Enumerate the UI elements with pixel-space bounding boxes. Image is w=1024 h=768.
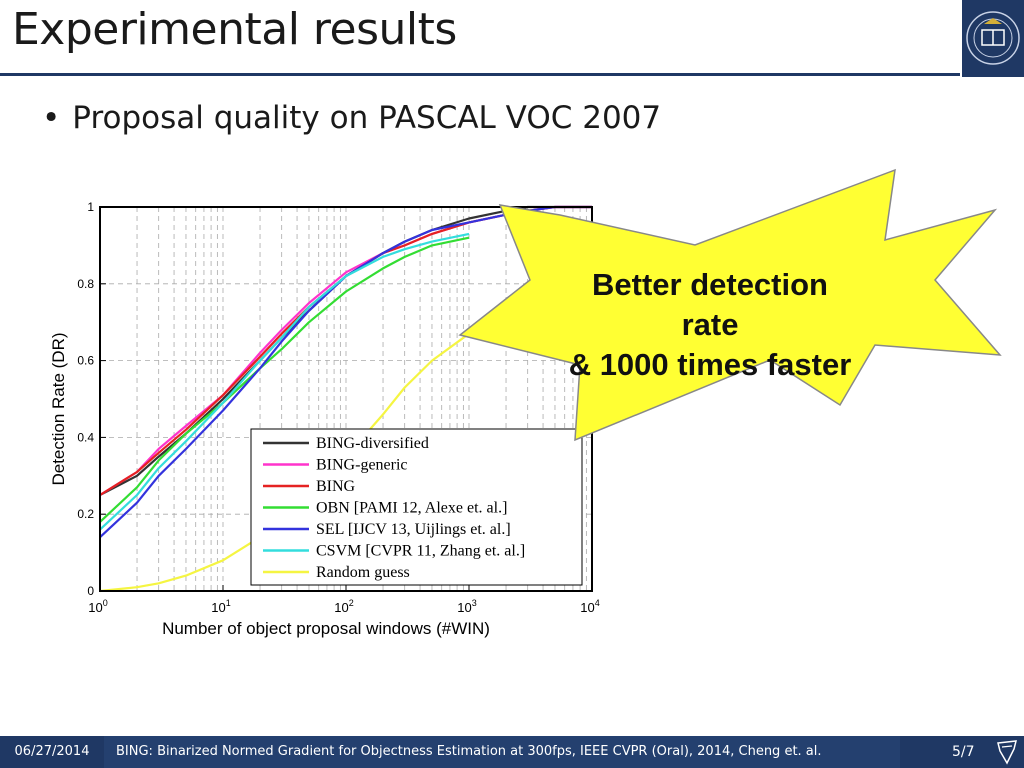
legend-label: BING-generic (316, 457, 408, 474)
bullet-text: Proposal quality on PASCAL VOC 2007 (72, 100, 662, 136)
legend-label: SEL [IJCV 13, Uijlings et. al.] (316, 521, 511, 538)
footer-page-section: 5/7 (900, 736, 1024, 768)
legend-label: CSVM [CVPR 11, Zhang et. al.] (316, 543, 525, 560)
callout-text: Better detection rate & 1000 times faste… (560, 265, 860, 385)
bullet-marker: • (42, 100, 61, 136)
y-tick-label: 0 (87, 584, 94, 598)
x-tick-label: 103 (457, 598, 476, 615)
legend-label: OBN [PAMI 12, Alexe et. al.] (316, 500, 507, 517)
x-tick-label: 102 (334, 598, 353, 615)
callout-starburst (458, 168, 1002, 442)
footer-date: 06/27/2014 (0, 736, 104, 768)
y-tick-label: 0.2 (77, 507, 94, 521)
legend-label: BING-diversified (316, 435, 429, 452)
legend-label: Random guess (316, 564, 410, 581)
footer-bar: 06/27/2014 BING: Binarized Normed Gradie… (0, 736, 1024, 768)
y-tick-label: 0.8 (77, 277, 94, 291)
legend-label: BING (316, 478, 356, 495)
footer-citation: BING: Binarized Normed Gradient for Obje… (104, 736, 900, 768)
y-tick-label: 1 (87, 200, 94, 214)
university-crest-logo (962, 0, 1024, 77)
y-axis-label: Detection Rate (DR) (49, 332, 68, 485)
callout-line-2: & 1000 times faster (568, 347, 852, 382)
x-tick-label: 101 (211, 598, 230, 615)
detection-rate-chart: 0 0.2 0.4 0.6 0.8 1 100 101 102 103 104 Number of o… (49, 200, 600, 638)
x-axis-label: Number of object proposal windows (#WIN) (162, 619, 490, 638)
series-line (99, 236, 470, 523)
y-tick-label: 0.6 (77, 354, 94, 368)
footer-logo-icon (997, 740, 1017, 765)
x-tick-label: 104 (580, 598, 599, 615)
y-tick-label: 0.4 (77, 430, 94, 444)
page-title: Experimental results (12, 4, 457, 55)
callout-line-1: Better detection rate (592, 267, 828, 342)
x-tick-label: 100 (88, 598, 107, 615)
title-divider (0, 73, 960, 76)
series-line (99, 232, 470, 531)
bullet-point: • Proposal quality on PASCAL VOC 2007 (42, 100, 661, 136)
page-number: 5/7 (952, 744, 975, 760)
